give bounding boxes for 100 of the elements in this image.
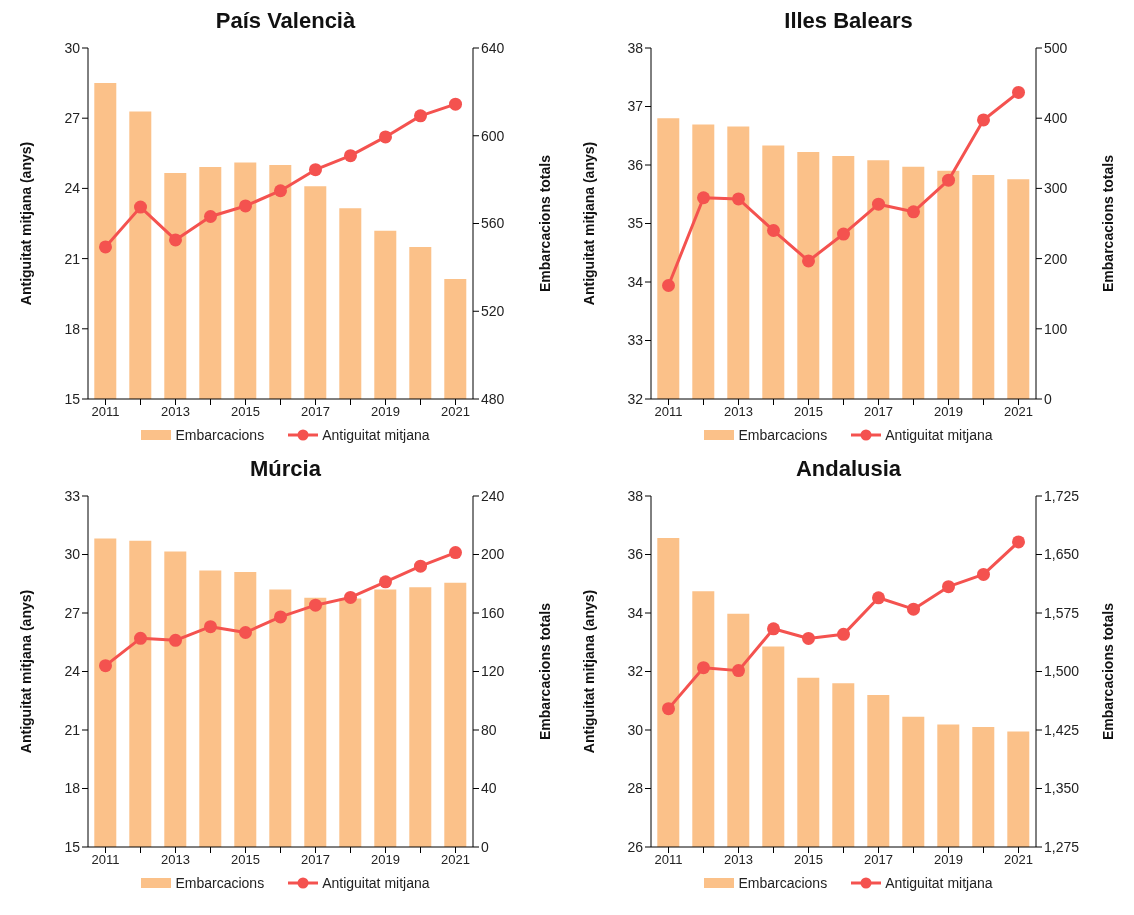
point xyxy=(697,191,710,205)
point xyxy=(204,209,217,223)
chart-title: Andalusia xyxy=(794,456,903,483)
bar xyxy=(832,156,855,399)
legend-label: Antiguitat mitjana xyxy=(884,427,993,443)
y2-tick-label: 80 xyxy=(481,721,497,738)
bar xyxy=(972,175,995,399)
y-axis-title: Antiguitat mitjana (anys) xyxy=(17,589,34,754)
point xyxy=(99,659,112,673)
chart-title: País Valencià xyxy=(214,8,357,35)
x-tick-label: 2019 xyxy=(934,404,963,420)
point xyxy=(239,199,252,213)
x-tick-label: 2021 xyxy=(441,404,470,420)
bar xyxy=(937,170,960,399)
point xyxy=(1012,85,1025,99)
bar xyxy=(304,597,327,847)
y2-tick-label: 1,725 xyxy=(1044,487,1080,504)
x-tick-label: 2019 xyxy=(371,404,400,420)
y2-tick-label: 600 xyxy=(481,127,505,144)
y2-tick-label: 520 xyxy=(481,303,505,320)
legend-label: Antiguitat mitjana xyxy=(321,875,430,891)
x-tick-label: 2013 xyxy=(724,404,753,420)
point xyxy=(239,626,252,639)
bar xyxy=(797,151,820,399)
x-tick-label: 2019 xyxy=(371,852,400,868)
point xyxy=(309,163,322,177)
y2-tick-label: 120 xyxy=(481,663,505,680)
point xyxy=(837,227,850,241)
point xyxy=(872,591,885,605)
y2-tick-label: 480 xyxy=(481,390,505,407)
legend-label: Embarcacions xyxy=(174,427,265,443)
point xyxy=(697,661,710,675)
point xyxy=(767,622,780,636)
y-tick-label: 35 xyxy=(627,215,644,232)
point xyxy=(802,254,815,268)
point xyxy=(134,200,147,214)
legend-label: Antiguitat mitjana xyxy=(884,875,993,891)
y-tick-label: 18 xyxy=(64,320,81,337)
bar xyxy=(164,551,187,847)
point xyxy=(837,627,850,641)
bar xyxy=(339,598,362,847)
y2-tick-label: 500 xyxy=(1044,39,1068,56)
y2-tick-label: 1,425 xyxy=(1044,721,1080,738)
y-tick-label: 36 xyxy=(627,546,644,563)
y-tick-label: 34 xyxy=(627,273,644,290)
y-tick-label: 27 xyxy=(64,110,81,127)
bar xyxy=(234,572,257,847)
x-tick-label: 2021 xyxy=(441,852,470,868)
y-tick-label: 21 xyxy=(64,250,81,267)
point xyxy=(732,192,745,206)
bar xyxy=(902,166,925,399)
point xyxy=(942,580,955,594)
point xyxy=(942,173,955,187)
y2-tick-label: 640 xyxy=(481,39,505,56)
x-tick-label: 2013 xyxy=(161,404,190,420)
y-tick-label: 30 xyxy=(64,39,81,56)
y-tick-label: 24 xyxy=(64,663,81,680)
x-tick-label: 2017 xyxy=(301,404,330,420)
bar xyxy=(692,124,715,399)
y2-tick-label: 1,575 xyxy=(1044,604,1080,621)
y2-axis-title: Embarcacions totals xyxy=(1099,602,1116,740)
y-axis-title: Antiguitat mitjana (anys) xyxy=(580,589,597,754)
point xyxy=(344,149,357,163)
y-tick-label: 30 xyxy=(64,546,81,563)
y2-tick-label: 0 xyxy=(481,838,489,855)
x-tick-label: 2021 xyxy=(1004,852,1033,868)
x-tick-label: 2011 xyxy=(654,852,683,868)
x-tick-label: 2017 xyxy=(864,404,893,420)
x-tick-label: 2019 xyxy=(934,852,963,868)
point xyxy=(907,602,920,616)
y-tick-label: 37 xyxy=(627,98,644,115)
point xyxy=(274,184,287,198)
y2-tick-label: 560 xyxy=(481,215,505,232)
y2-tick-label: 200 xyxy=(1044,250,1068,267)
point xyxy=(99,240,112,254)
point xyxy=(1012,535,1025,549)
y-tick-label: 15 xyxy=(64,390,81,407)
bar xyxy=(129,540,152,847)
y-tick-label: 38 xyxy=(627,39,644,56)
y-tick-label: 32 xyxy=(627,663,644,680)
y2-tick-label: 1,650 xyxy=(1044,546,1080,563)
y-tick-label: 38 xyxy=(627,487,644,504)
x-tick-label: 2017 xyxy=(301,852,330,868)
chart-title: Illes Balears xyxy=(783,8,914,35)
y2-tick-label: 240 xyxy=(481,487,505,504)
y2-axis-title: Embarcacions totals xyxy=(536,154,553,292)
legend-label: Embarcacions xyxy=(174,875,265,891)
y2-tick-label: 0 xyxy=(1044,390,1052,407)
y-axis-title: Antiguitat mitjana (anys) xyxy=(17,141,34,306)
y2-tick-label: 1,500 xyxy=(1044,663,1080,680)
legend-label: Antiguitat mitjana xyxy=(321,427,430,443)
y-tick-label: 34 xyxy=(627,604,644,621)
y2-axis-title: Embarcacions totals xyxy=(536,602,553,740)
x-tick-label: 2015 xyxy=(231,404,260,420)
bar xyxy=(1007,179,1030,399)
point xyxy=(732,664,745,678)
x-tick-label: 2015 xyxy=(794,852,823,868)
point xyxy=(169,233,182,247)
y-tick-label: 24 xyxy=(64,180,81,197)
y2-tick-label: 160 xyxy=(481,604,505,621)
